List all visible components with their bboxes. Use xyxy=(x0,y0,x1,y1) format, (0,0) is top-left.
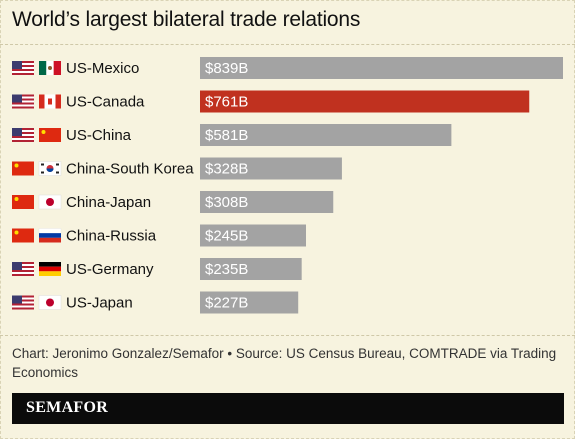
bar-row: US-Canada $761B xyxy=(12,90,530,113)
semafor-logo: SEMAFOR xyxy=(26,399,109,416)
bar-chart: US-Mexico $839B US-Canada $761B US-China $581… xyxy=(12,57,563,314)
logo-banner: SEMAFOR xyxy=(12,393,564,424)
us-flag-icon xyxy=(12,94,34,109)
canada-flag-icon xyxy=(39,94,61,109)
source-note: Chart: Jeronimo Gonzalez/Semafor • Sourc… xyxy=(12,346,557,380)
footer-divider xyxy=(0,335,575,337)
japan-flag-icon xyxy=(38,295,62,310)
title-divider xyxy=(0,44,575,46)
value-label: $245B xyxy=(205,228,248,245)
japan-flag-icon xyxy=(38,194,62,210)
south-korea-flag-icon xyxy=(38,161,62,176)
category-label: US-Mexico xyxy=(66,60,139,77)
bar-row: US-Mexico $839B xyxy=(12,57,563,79)
value-label: $227B xyxy=(205,295,248,312)
value-label: $839B xyxy=(205,60,248,77)
bar-row: US-Japan $227B xyxy=(12,291,299,314)
china-flag-icon xyxy=(12,228,34,243)
bar xyxy=(200,224,307,247)
bar-row: US-Germany $235B xyxy=(12,258,302,280)
china-flag-icon xyxy=(39,128,61,142)
bar-row: China-Russia $245B xyxy=(12,224,307,247)
bar-row: US-China $581B xyxy=(12,124,452,146)
us-flag-icon xyxy=(12,262,34,276)
bar xyxy=(200,90,530,113)
germany-flag-icon xyxy=(39,262,61,276)
category-label: US-Canada xyxy=(66,94,145,111)
bar xyxy=(200,57,563,79)
bar xyxy=(200,258,302,280)
category-label: US-China xyxy=(66,127,132,144)
value-label: $581B xyxy=(205,127,248,144)
value-label: $328B xyxy=(205,161,248,178)
value-label: $308B xyxy=(205,194,248,211)
russia-flag-icon xyxy=(38,228,62,243)
bar xyxy=(200,124,452,146)
us-flag-icon xyxy=(12,128,34,142)
chart-title: World’s largest bilateral trade relation… xyxy=(12,8,361,31)
bar-row: China-Japan $308B xyxy=(12,191,334,213)
bar xyxy=(200,191,334,213)
bar xyxy=(200,157,342,180)
bar xyxy=(200,291,299,314)
value-label: $235B xyxy=(205,261,248,278)
category-label: China-Japan xyxy=(66,194,151,211)
category-label: China-South Korea xyxy=(66,161,194,178)
us-flag-icon xyxy=(12,61,34,75)
bar-row: China-South Korea $328B xyxy=(12,157,342,180)
china-flag-icon xyxy=(12,161,34,176)
china-flag-icon xyxy=(12,195,34,209)
value-label: $761B xyxy=(205,94,248,111)
category-label: US-Japan xyxy=(66,295,133,312)
category-label: China-Russia xyxy=(66,228,157,245)
category-label: US-Germany xyxy=(66,261,154,278)
mexico-flag-icon xyxy=(39,61,61,75)
us-flag-icon xyxy=(12,295,34,310)
